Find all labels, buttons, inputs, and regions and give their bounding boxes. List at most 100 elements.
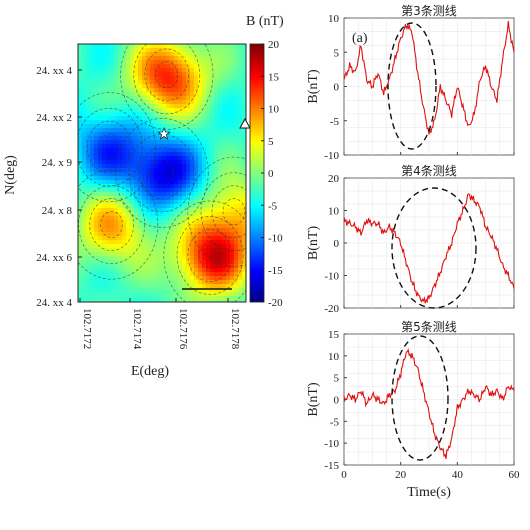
colorbar-segment	[250, 266, 264, 269]
colorbar-segment	[250, 268, 264, 271]
colorbar-segment	[250, 96, 264, 99]
colorbar-segment	[250, 264, 264, 267]
colorbar-segment	[250, 130, 264, 133]
colorbar-segment	[250, 46, 264, 49]
y-axis-label: B(nT)	[306, 69, 321, 104]
colorbar-segment	[250, 106, 264, 109]
colorbar-segment	[250, 188, 264, 191]
colorbar-segment	[250, 142, 264, 145]
colorbar-segment	[250, 254, 264, 257]
y-tick-label: -5	[330, 416, 340, 428]
colorbar-segment	[250, 256, 264, 259]
colorbar-segment	[250, 292, 264, 295]
colorbar-segment	[250, 294, 264, 297]
colorbar-segment	[250, 244, 264, 247]
colorbar-segment	[250, 200, 264, 203]
colorbar-segment	[250, 220, 264, 223]
colorbar-segment	[250, 252, 264, 255]
colorbar-segment	[250, 50, 264, 53]
highlight-ellipse	[391, 335, 449, 461]
colorbar-segment	[250, 48, 264, 51]
colorbar-segment	[250, 212, 264, 215]
colorbar-segment	[250, 176, 264, 179]
colorbar-segment	[250, 68, 264, 71]
colorbar-segment	[250, 80, 264, 83]
colorbar-tick-label: 15	[268, 71, 280, 83]
colorbar-segment	[250, 222, 264, 225]
colorbar-segment	[250, 104, 264, 107]
colorbar-segment	[250, 94, 264, 97]
colorbar-segment	[250, 272, 264, 275]
colorbar-segment	[250, 182, 264, 185]
colorbar-segment	[250, 174, 264, 177]
colorbar-segment	[250, 100, 264, 103]
colorbar-segment	[250, 194, 264, 197]
colorbar-segment	[250, 196, 264, 199]
y-tick-label: -10	[324, 438, 339, 450]
colorbar-segment	[250, 76, 264, 79]
colorbar-segment	[250, 128, 264, 131]
colorbar-segment	[250, 224, 264, 227]
colorbar-segment	[250, 192, 264, 195]
y-tick-label: 24. x 9	[42, 157, 73, 169]
y-tick-label: 0	[334, 82, 340, 94]
colorbar-segment	[250, 238, 264, 241]
colorbar-segment	[250, 162, 264, 165]
colorbar-segment	[250, 78, 264, 81]
colorbar-title: B (nT)	[246, 14, 284, 29]
y-tick-label: 15	[328, 329, 340, 341]
contour-line	[89, 198, 134, 251]
contour-line	[78, 107, 143, 187]
colorbar-segment	[250, 206, 264, 209]
colorbar-segment	[250, 276, 264, 279]
colorbar-segment	[250, 64, 264, 67]
colorbar-tick-label: -5	[268, 200, 278, 212]
colorbar-segment	[250, 230, 264, 233]
colorbar-segment	[250, 44, 264, 47]
y-tick-label: 5	[334, 47, 340, 59]
colorbar-segment	[250, 184, 264, 187]
colorbar-segment	[250, 56, 264, 59]
triangle-marker	[239, 117, 251, 129]
y-axis-label: B(nT)	[306, 382, 321, 417]
x-tick-label: 102.7178	[229, 308, 241, 350]
colorbar-tick-label: 10	[268, 104, 280, 116]
contour-line	[222, 198, 246, 225]
y-tick-label: 0	[334, 238, 340, 250]
colorbar-segment	[250, 290, 264, 293]
contour-line	[139, 146, 185, 200]
colorbar-segment	[250, 298, 264, 301]
colorbar-segment	[250, 236, 264, 239]
colorbar-segment	[250, 92, 264, 95]
panel-title: 第5条测线	[401, 320, 457, 334]
colorbar-segment	[250, 178, 264, 181]
highlight-ellipse	[391, 187, 477, 309]
y-tick-label: -15	[324, 460, 339, 472]
colorbar-segment	[250, 70, 264, 73]
colorbar-segment	[250, 122, 264, 125]
colorbar-segment	[250, 214, 264, 217]
contour-line	[115, 118, 209, 228]
colorbar-segment	[250, 262, 264, 265]
colorbar-segment	[250, 164, 264, 167]
colorbar-segment	[250, 66, 264, 69]
colorbar-segment	[250, 232, 264, 235]
colorbar-segment	[250, 190, 264, 193]
colorbar-segment	[250, 228, 264, 231]
heatmap-field	[78, 44, 246, 302]
y-tick-label: 10	[328, 351, 340, 363]
colorbar-segment	[250, 98, 264, 101]
colorbar-segment	[250, 126, 264, 129]
y-tick-label: 10	[328, 206, 340, 218]
contour-line	[187, 156, 246, 267]
y-tick-label: 5	[334, 373, 340, 385]
colorbar-segment	[250, 134, 264, 137]
y-tick-label: -10	[324, 150, 339, 162]
colorbar-segment	[250, 54, 264, 57]
colorbar-segment	[250, 280, 264, 283]
x-axis-label: E(deg)	[131, 364, 169, 379]
colorbar-segment	[250, 140, 264, 143]
colorbar-segment	[250, 286, 264, 289]
colorbar-segment	[250, 226, 264, 229]
